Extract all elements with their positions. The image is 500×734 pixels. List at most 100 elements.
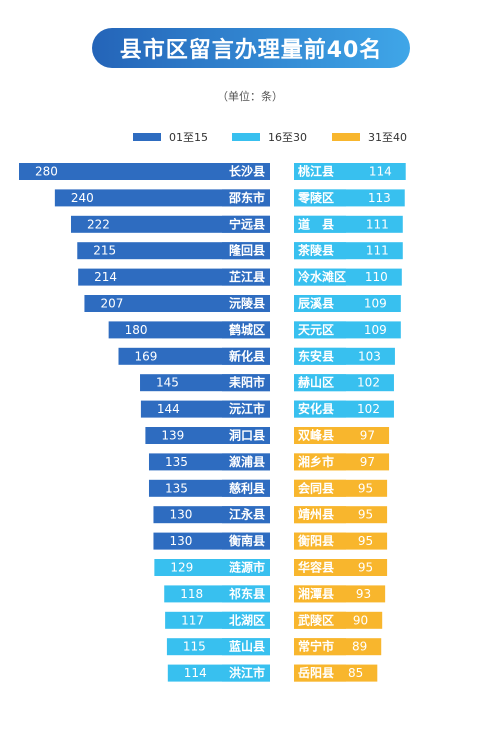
bar-name-label: 衡南县 (229, 533, 265, 548)
bar-value-label: 129 (170, 561, 193, 575)
bar-name-box (294, 427, 346, 444)
bar-value-label: 114 (184, 666, 207, 680)
bar-name-label: 新化县 (229, 348, 265, 363)
bar-value-label: 169 (135, 349, 158, 363)
bar-value-label: 97 (360, 455, 375, 469)
bar-name-label: 长沙县 (229, 164, 265, 179)
legend: 01至15 16至30 31至40 (0, 129, 500, 145)
bar-name-box (294, 163, 346, 180)
bar-name-box (294, 189, 346, 207)
bar-value-label: 85 (348, 666, 363, 680)
bar-value-label: 117 (181, 613, 204, 627)
bar-value-label: 109 (364, 297, 387, 311)
bar-name-box (222, 295, 270, 312)
bar-name-box (222, 453, 270, 471)
bar-value-label: 109 (364, 323, 387, 337)
bar-name-box (222, 400, 270, 418)
bar-value-label: 103 (358, 349, 381, 363)
bar-name-box (294, 506, 346, 524)
bar-value-label: 115 (183, 640, 206, 654)
bar-name-label: 天元区 (298, 323, 334, 337)
bar-name-label: 隆回县 (229, 243, 265, 258)
bar-name-label: 慈利县 (229, 480, 265, 495)
bar-value-label: 215 (93, 244, 116, 258)
bar (70, 215, 270, 233)
bar-value-label: 95 (358, 508, 373, 522)
bar-value-label: 130 (169, 534, 192, 548)
bar-value-label: 144 (157, 402, 180, 416)
bar-name-box (294, 242, 346, 260)
legend-label: 16至30 (268, 131, 307, 144)
bar-name-box (222, 242, 270, 260)
bar-value-label: 110 (365, 270, 388, 284)
bar-name-box (222, 559, 270, 576)
bar-name-box (222, 611, 270, 629)
bar-name-box (222, 506, 270, 524)
bar-name-box (222, 321, 270, 339)
bar-name-label: 武陵区 (298, 612, 334, 627)
bar-name-label: 岳阳县 (298, 665, 334, 680)
bar-name-label: 辰溪县 (298, 296, 334, 311)
bar-value-label: 222 (87, 217, 110, 231)
legend-item-31-40: 31至40 (332, 129, 407, 145)
bar-value-label: 89 (352, 640, 367, 654)
bar-name-box (294, 638, 346, 656)
bar-value-label: 114 (369, 165, 392, 179)
bar (19, 163, 270, 180)
legend-swatch (232, 133, 260, 141)
bar-value-label: 102 (357, 376, 380, 390)
bar-value-label: 118 (180, 587, 203, 601)
bar-name-box (294, 585, 346, 603)
bar-name-label: 冷水滩区 (298, 269, 346, 284)
bar-name-label: 湘潭县 (298, 586, 334, 601)
bar-name-label: 江永县 (229, 507, 265, 522)
bar-name-label: 鹤城区 (229, 322, 265, 337)
bar-name-box (294, 559, 346, 576)
bar-value-label: 214 (94, 270, 117, 284)
bar-name-label: 宁远县 (229, 216, 265, 231)
bar-name-box (222, 638, 270, 656)
bar-name-label: 衡阳县 (298, 533, 334, 548)
bar-value-label: 111 (366, 217, 389, 231)
chart-title: 县市区留言办理量前40名 (92, 28, 410, 68)
bar-name-box (294, 374, 346, 392)
bar-value-label: 130 (169, 508, 192, 522)
bar-name-box (294, 295, 346, 312)
bar-name-box (222, 347, 270, 365)
bar-name-label: 茶陵县 (297, 243, 334, 258)
bar-name-box (294, 400, 346, 418)
bar-name-box (222, 189, 270, 207)
bar-name-box (222, 374, 270, 392)
bar-name-label: 邵东市 (228, 190, 265, 205)
bar-name-box (222, 215, 270, 233)
bar-name-label: 道 县 (298, 216, 334, 231)
bar-value-label: 95 (358, 561, 373, 575)
bar-value-label: 102 (357, 402, 380, 416)
unit-label: （单位：条） (217, 90, 283, 103)
bar-name-label: 北湖区 (229, 612, 265, 627)
bar-name-label: 蓝山县 (229, 639, 265, 654)
bar-value-label: 93 (356, 587, 371, 601)
bar-value-label: 97 (360, 429, 375, 443)
legend-swatch (332, 133, 360, 141)
bar-name-label: 洪江市 (229, 665, 265, 680)
bar-name-box (294, 611, 346, 629)
bar-name-label: 常宁市 (298, 639, 334, 654)
bar-name-box (222, 268, 270, 286)
bar-value-label: 90 (353, 613, 368, 627)
legend-item-1-15: 01至15 (133, 129, 208, 145)
bar-name-box (294, 664, 346, 682)
bar-name-label: 湘乡市 (298, 454, 334, 469)
bar-name-box (294, 215, 346, 233)
bar-value-label: 139 (161, 429, 184, 443)
bar-value-label: 135 (165, 455, 188, 469)
bar-name-label: 芷江县 (229, 269, 265, 284)
bar-value-label: 135 (165, 481, 188, 495)
bar-name-label: 桃江县 (298, 164, 334, 179)
bar-name-label: 祁东县 (229, 586, 265, 601)
bar-name-label: 沅江市 (229, 401, 265, 416)
bar-name-label: 双峰县 (298, 428, 334, 443)
bar-value-label: 240 (71, 191, 94, 205)
bar-name-box (222, 664, 270, 682)
bar-name-label: 零陵区 (297, 190, 334, 205)
